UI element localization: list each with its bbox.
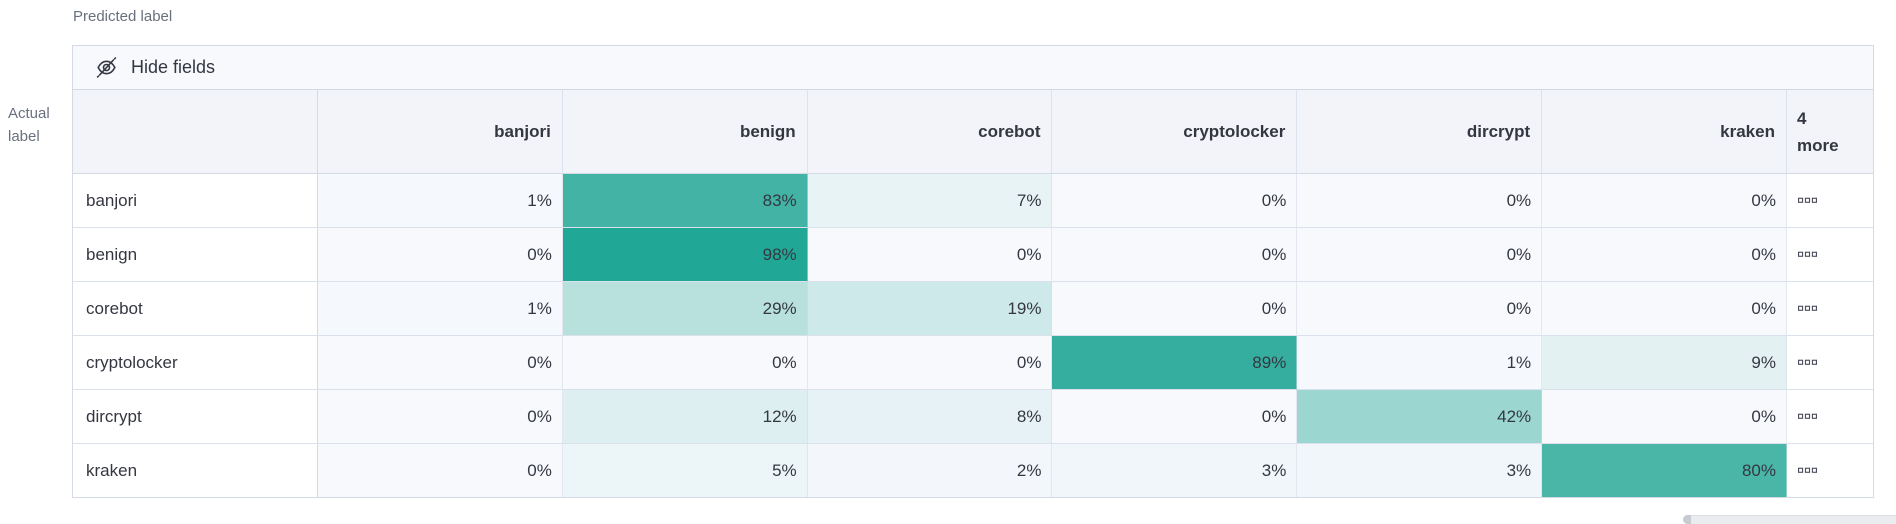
row-actions-button[interactable] (1786, 228, 1873, 282)
boxes-horizontal-icon (1797, 413, 1817, 420)
matrix-rows: banjori 1% 83% 7% 0% 0% 0% benign 0% 98% 0% 0% 0% 0% c… (73, 174, 1873, 497)
predicted-axis-label: Predicted label (73, 8, 173, 25)
matrix-cell-dircrypt-kraken: 0% (1542, 390, 1787, 444)
scrollbar-thumb[interactable] (1683, 515, 1691, 524)
matrix-cell-banjori-banjori: 1% (318, 174, 563, 228)
boxes-horizontal-icon (1797, 251, 1817, 258)
column-header-row: banjori benign corebot cryptolocker dircrypt… (73, 90, 1873, 174)
row-label: dircrypt (73, 390, 318, 444)
row-label: banjori (73, 174, 318, 228)
matrix-cell-cryptolocker-benign: 0% (562, 336, 808, 390)
matrix-cell-corebot-corebot: 19% (807, 282, 1053, 336)
column-header-dircrypt[interactable]: dircrypt (1297, 90, 1543, 173)
matrix-cell-corebot-banjori: 1% (318, 282, 563, 336)
confusion-matrix-grid: Hide fields banjori benign corebot cryptolo… (72, 45, 1874, 498)
matrix-cell-kraken-kraken: 80% (1542, 444, 1787, 497)
row-actions-button[interactable] (1786, 282, 1873, 336)
row-actions-button[interactable] (1786, 336, 1873, 390)
matrix-row-cryptolocker: cryptolocker 0% 0% 0% 89% 1% 9% (73, 336, 1873, 390)
horizontal-scrollbar[interactable] (1683, 515, 1896, 524)
row-actions-button[interactable] (1786, 390, 1873, 444)
matrix-cell-corebot-kraken: 0% (1542, 282, 1787, 336)
boxes-horizontal-icon (1797, 305, 1817, 312)
matrix-cell-cryptolocker-banjori: 0% (318, 336, 563, 390)
matrix-cell-benign-corebot: 0% (807, 228, 1053, 282)
matrix-cell-cryptolocker-corebot: 0% (807, 336, 1053, 390)
row-actions-button[interactable] (1786, 174, 1873, 228)
hide-fields-label: Hide fields (131, 57, 216, 77)
boxes-horizontal-icon (1797, 359, 1817, 366)
eye-closed-icon (95, 56, 118, 79)
matrix-row-dircrypt: dircrypt 0% 12% 8% 0% 42% 0% (73, 390, 1873, 444)
matrix-cell-dircrypt-dircrypt: 42% (1297, 390, 1543, 444)
matrix-cell-benign-dircrypt: 0% (1297, 228, 1543, 282)
matrix-cell-kraken-cryptolocker: 3% (1052, 444, 1298, 497)
matrix-cell-kraken-banjori: 0% (318, 444, 563, 497)
matrix-row-banjori: banjori 1% 83% 7% 0% 0% 0% (73, 174, 1873, 228)
matrix-cell-benign-benign: 98% (562, 228, 808, 282)
column-header-kraken[interactable]: kraken (1542, 90, 1787, 173)
matrix-cell-benign-kraken: 0% (1542, 228, 1787, 282)
column-header-corebot[interactable]: corebot (808, 90, 1053, 173)
boxes-horizontal-icon (1797, 197, 1817, 204)
matrix-cell-kraken-corebot: 2% (807, 444, 1053, 497)
row-label: benign (73, 228, 318, 282)
matrix-cell-kraken-dircrypt: 3% (1297, 444, 1543, 497)
matrix-cell-corebot-dircrypt: 0% (1297, 282, 1543, 336)
matrix-cell-banjori-dircrypt: 0% (1297, 174, 1543, 228)
column-header-banjori[interactable]: banjori (318, 90, 563, 173)
matrix-row-kraken: kraken 0% 5% 2% 3% 3% 80% (73, 444, 1873, 497)
more-columns-label: 4 more (1796, 108, 1839, 155)
row-actions-button[interactable] (1786, 444, 1873, 497)
matrix-cell-dircrypt-corebot: 8% (807, 390, 1053, 444)
matrix-cell-corebot-cryptolocker: 0% (1052, 282, 1298, 336)
matrix-cell-banjori-cryptolocker: 0% (1052, 174, 1298, 228)
matrix-cell-cryptolocker-dircrypt: 1% (1297, 336, 1543, 390)
header-corner-cell (73, 90, 318, 173)
column-header-cryptolocker[interactable]: cryptolocker (1052, 90, 1298, 173)
matrix-cell-cryptolocker-cryptolocker: 89% (1052, 336, 1298, 390)
column-header-benign[interactable]: benign (563, 90, 808, 173)
row-label: corebot (73, 282, 318, 336)
hide-fields-button[interactable]: Hide fields (73, 46, 1873, 90)
matrix-cell-banjori-kraken: 0% (1542, 174, 1787, 228)
actual-axis-label: Actual label (8, 105, 50, 145)
matrix-cell-dircrypt-benign: 12% (562, 390, 808, 444)
row-label: kraken (73, 444, 318, 497)
more-columns-header[interactable]: 4 more (1787, 90, 1873, 173)
matrix-cell-benign-cryptolocker: 0% (1052, 228, 1298, 282)
matrix-cell-dircrypt-cryptolocker: 0% (1052, 390, 1298, 444)
matrix-row-corebot: corebot 1% 29% 19% 0% 0% 0% (73, 282, 1873, 336)
matrix-cell-banjori-benign: 83% (562, 174, 808, 228)
matrix-cell-cryptolocker-kraken: 9% (1542, 336, 1787, 390)
boxes-horizontal-icon (1797, 467, 1817, 474)
matrix-cell-banjori-corebot: 7% (807, 174, 1053, 228)
matrix-cell-corebot-benign: 29% (562, 282, 808, 336)
row-label: cryptolocker (73, 336, 318, 390)
matrix-cell-kraken-benign: 5% (562, 444, 808, 497)
matrix-row-benign: benign 0% 98% 0% 0% 0% 0% (73, 228, 1873, 282)
matrix-cell-benign-banjori: 0% (318, 228, 563, 282)
matrix-cell-dircrypt-banjori: 0% (318, 390, 563, 444)
